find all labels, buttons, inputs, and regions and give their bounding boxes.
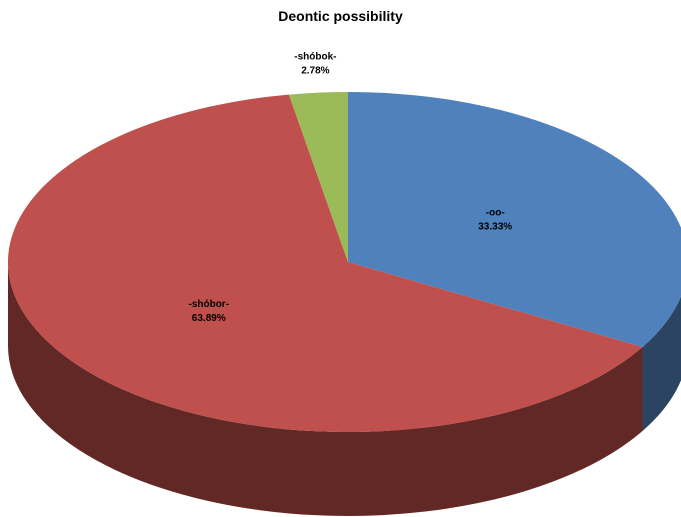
data-label-sh-bok: -shóbok- 2.78% — [294, 52, 336, 77]
slice-name-label: -shóbok- — [294, 52, 336, 63]
slice-name-label: -shóbor- — [188, 299, 229, 310]
pie-slice-sh-bor — [8, 94, 643, 433]
data-label-oo: -oo- 33.33% — [478, 207, 512, 232]
slice-name-label: -oo- — [486, 207, 505, 218]
slice-value-label: 63.89% — [192, 313, 226, 324]
pie-side-sh-bor — [8, 262, 643, 517]
pie-tops — [8, 92, 681, 433]
pie-sides — [8, 262, 681, 517]
data-label-sh-bor: -shóbor- 63.89% — [188, 299, 229, 324]
slice-value-label: 2.78% — [301, 66, 329, 77]
pie-labels: -oo- 33.33% -shóbor- 63.89% -shóbok- 2.78% — [188, 52, 512, 324]
chart-title: Deontic possibility — [278, 8, 403, 24]
pie-slice-sh-bok — [288, 92, 348, 262]
pie-slice-oo — [348, 92, 681, 347]
pie-side-oo — [642, 296, 681, 431]
slice-value-label: 33.33% — [478, 221, 512, 232]
